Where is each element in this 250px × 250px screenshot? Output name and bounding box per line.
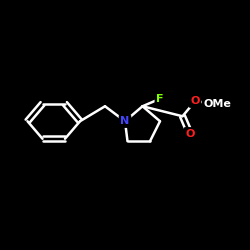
Text: N: N bbox=[120, 116, 130, 126]
Text: O: O bbox=[190, 96, 200, 106]
Text: O: O bbox=[185, 129, 195, 139]
Text: OMe: OMe bbox=[204, 99, 232, 109]
Text: F: F bbox=[156, 94, 164, 104]
